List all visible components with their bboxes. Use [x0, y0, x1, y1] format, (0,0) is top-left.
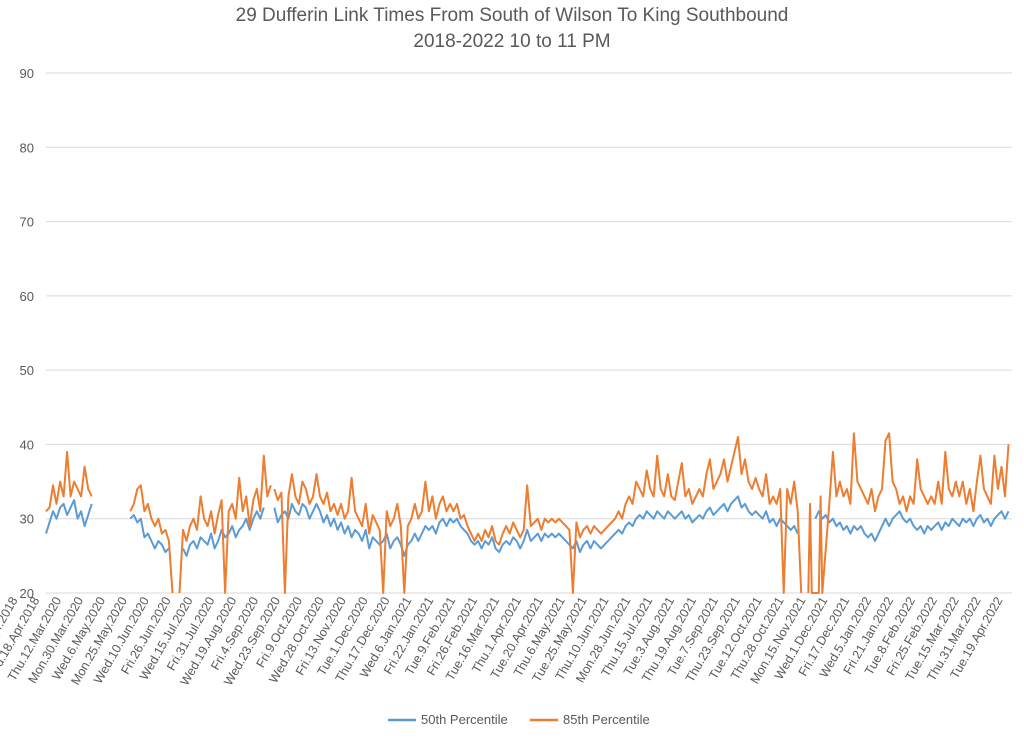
series-line-p50	[814, 510, 1010, 542]
y-tick-label: 20	[20, 586, 34, 601]
y-tick-label: 50	[20, 363, 34, 378]
y-tick-label: 60	[20, 289, 34, 304]
series-line-p50	[129, 514, 170, 554]
chart-subtitle: 2018-2022 10 to 11 PM	[413, 31, 611, 52]
legend-label-p50: 50th Percentile	[421, 712, 508, 727]
series-line-p85	[45, 450, 93, 512]
series-line-p50	[273, 495, 799, 557]
chart-title: 29 Dufferin Link Times From South of Wil…	[235, 5, 789, 26]
y-tick-label: 40	[20, 437, 34, 452]
y-tick-label: 30	[20, 512, 34, 527]
series-line-p50	[45, 499, 93, 534]
y-tick-label: 70	[20, 215, 34, 230]
series-line-p85	[273, 436, 803, 594]
legend-label-p85: 85th Percentile	[563, 712, 650, 727]
series-line-p85	[178, 454, 272, 594]
series-line-p85	[807, 432, 1010, 594]
y-tick-label: 80	[20, 140, 34, 155]
y-tick-label: 90	[20, 66, 34, 81]
series-line-p85	[129, 484, 174, 594]
